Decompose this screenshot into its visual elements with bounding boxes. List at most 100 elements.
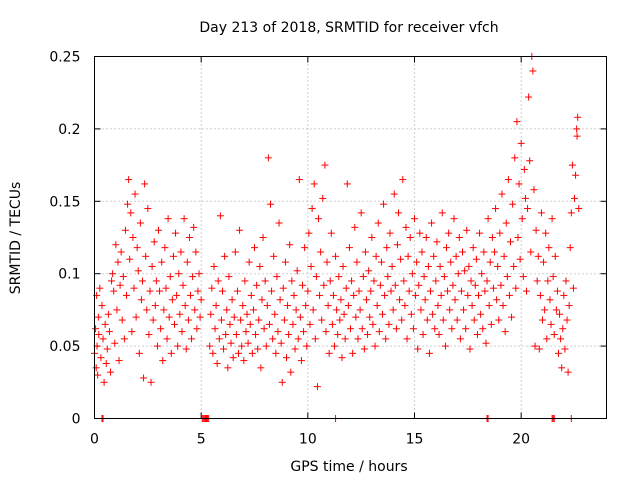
data-point: [398, 316, 406, 324]
data-point: [414, 345, 422, 353]
data-point: [128, 328, 136, 336]
data-point: [303, 342, 311, 350]
data-point: [150, 238, 158, 246]
data-point: [420, 273, 428, 281]
data-point: [280, 316, 288, 324]
data-point: [236, 226, 244, 234]
data-point: [265, 320, 273, 328]
data-point: [413, 258, 421, 266]
data-point: [334, 331, 342, 339]
data-point: [551, 252, 559, 260]
data-point: [396, 296, 404, 304]
data-point: [530, 186, 538, 194]
data-point: [119, 273, 127, 281]
y-axis-label: SRMTID / TECUs: [8, 182, 24, 295]
data-point: [140, 374, 148, 382]
data-point: [158, 258, 166, 266]
data-point: [385, 320, 393, 328]
data-point: [147, 378, 155, 386]
data-point: [125, 176, 133, 184]
data-point: [258, 296, 266, 304]
data-point: [527, 248, 535, 256]
data-point: [247, 291, 255, 299]
data-point: [534, 252, 542, 260]
data-point: [194, 287, 202, 295]
data-point: [178, 328, 186, 336]
data-point: [263, 302, 271, 310]
data-point: [279, 284, 287, 292]
data-point: [477, 310, 485, 318]
data-point: [310, 180, 318, 188]
data-point: [525, 93, 533, 101]
data-point: [451, 296, 459, 304]
data-point: [423, 316, 431, 324]
data-point: [146, 287, 154, 295]
data-point: [408, 270, 416, 278]
data-point: [206, 342, 214, 350]
data-point: [224, 364, 232, 372]
data-point: [233, 287, 241, 295]
data-point: [429, 310, 437, 318]
data-point: [174, 342, 182, 350]
data-point: [509, 200, 517, 208]
data-point: [264, 154, 272, 162]
data-point: [419, 331, 427, 339]
data-point: [132, 313, 140, 321]
data-point: [384, 273, 392, 281]
data-point: [473, 331, 481, 339]
data-point: [211, 325, 219, 333]
data-point: [435, 331, 443, 339]
data-point: [447, 258, 455, 266]
data-point: [556, 310, 564, 318]
data-point: [431, 325, 439, 333]
data-point: [432, 277, 440, 285]
y-tick-label: 0: [72, 412, 81, 428]
data-point: [478, 270, 486, 278]
data-point: [289, 320, 297, 328]
data-point: [131, 190, 139, 198]
data-point: [325, 349, 333, 357]
data-point: [463, 226, 471, 234]
data-point: [368, 234, 376, 241]
data-point: [223, 306, 231, 314]
data-point: [183, 258, 191, 266]
data-point: [558, 364, 566, 372]
data-point: [176, 310, 184, 318]
data-point: [564, 368, 572, 376]
data-point: [291, 345, 299, 353]
data-point: [195, 270, 203, 278]
data-point: [311, 335, 319, 343]
data-point: [537, 209, 545, 217]
data-point: [120, 335, 128, 343]
data-point: [305, 229, 313, 237]
data-point: [327, 229, 335, 237]
data-point: [124, 200, 132, 208]
data-point: [472, 255, 480, 263]
data-point: [219, 287, 226, 295]
data-point: [573, 132, 581, 140]
data-point: [101, 320, 109, 328]
y-tick-label: 0.2: [58, 122, 80, 138]
data-point: [357, 209, 365, 217]
data-point: [271, 310, 279, 318]
data-point: [173, 291, 181, 299]
data-point: [567, 209, 575, 217]
data-point: [366, 313, 374, 321]
data-point: [464, 291, 472, 299]
data-point: [371, 342, 379, 350]
data-point: [109, 270, 117, 278]
data-point: [190, 223, 198, 231]
data-point: [494, 262, 502, 270]
data-point: [241, 277, 249, 285]
data-point: [179, 281, 187, 289]
data-point: [349, 349, 357, 357]
data-point: [511, 154, 519, 162]
data-point: [376, 281, 384, 289]
data-point: [470, 316, 478, 324]
data-point: [161, 244, 169, 252]
data-point: [102, 359, 110, 367]
data-point: [446, 306, 454, 314]
data-point: [339, 262, 347, 270]
data-point: [160, 306, 168, 314]
data-point: [427, 287, 434, 295]
